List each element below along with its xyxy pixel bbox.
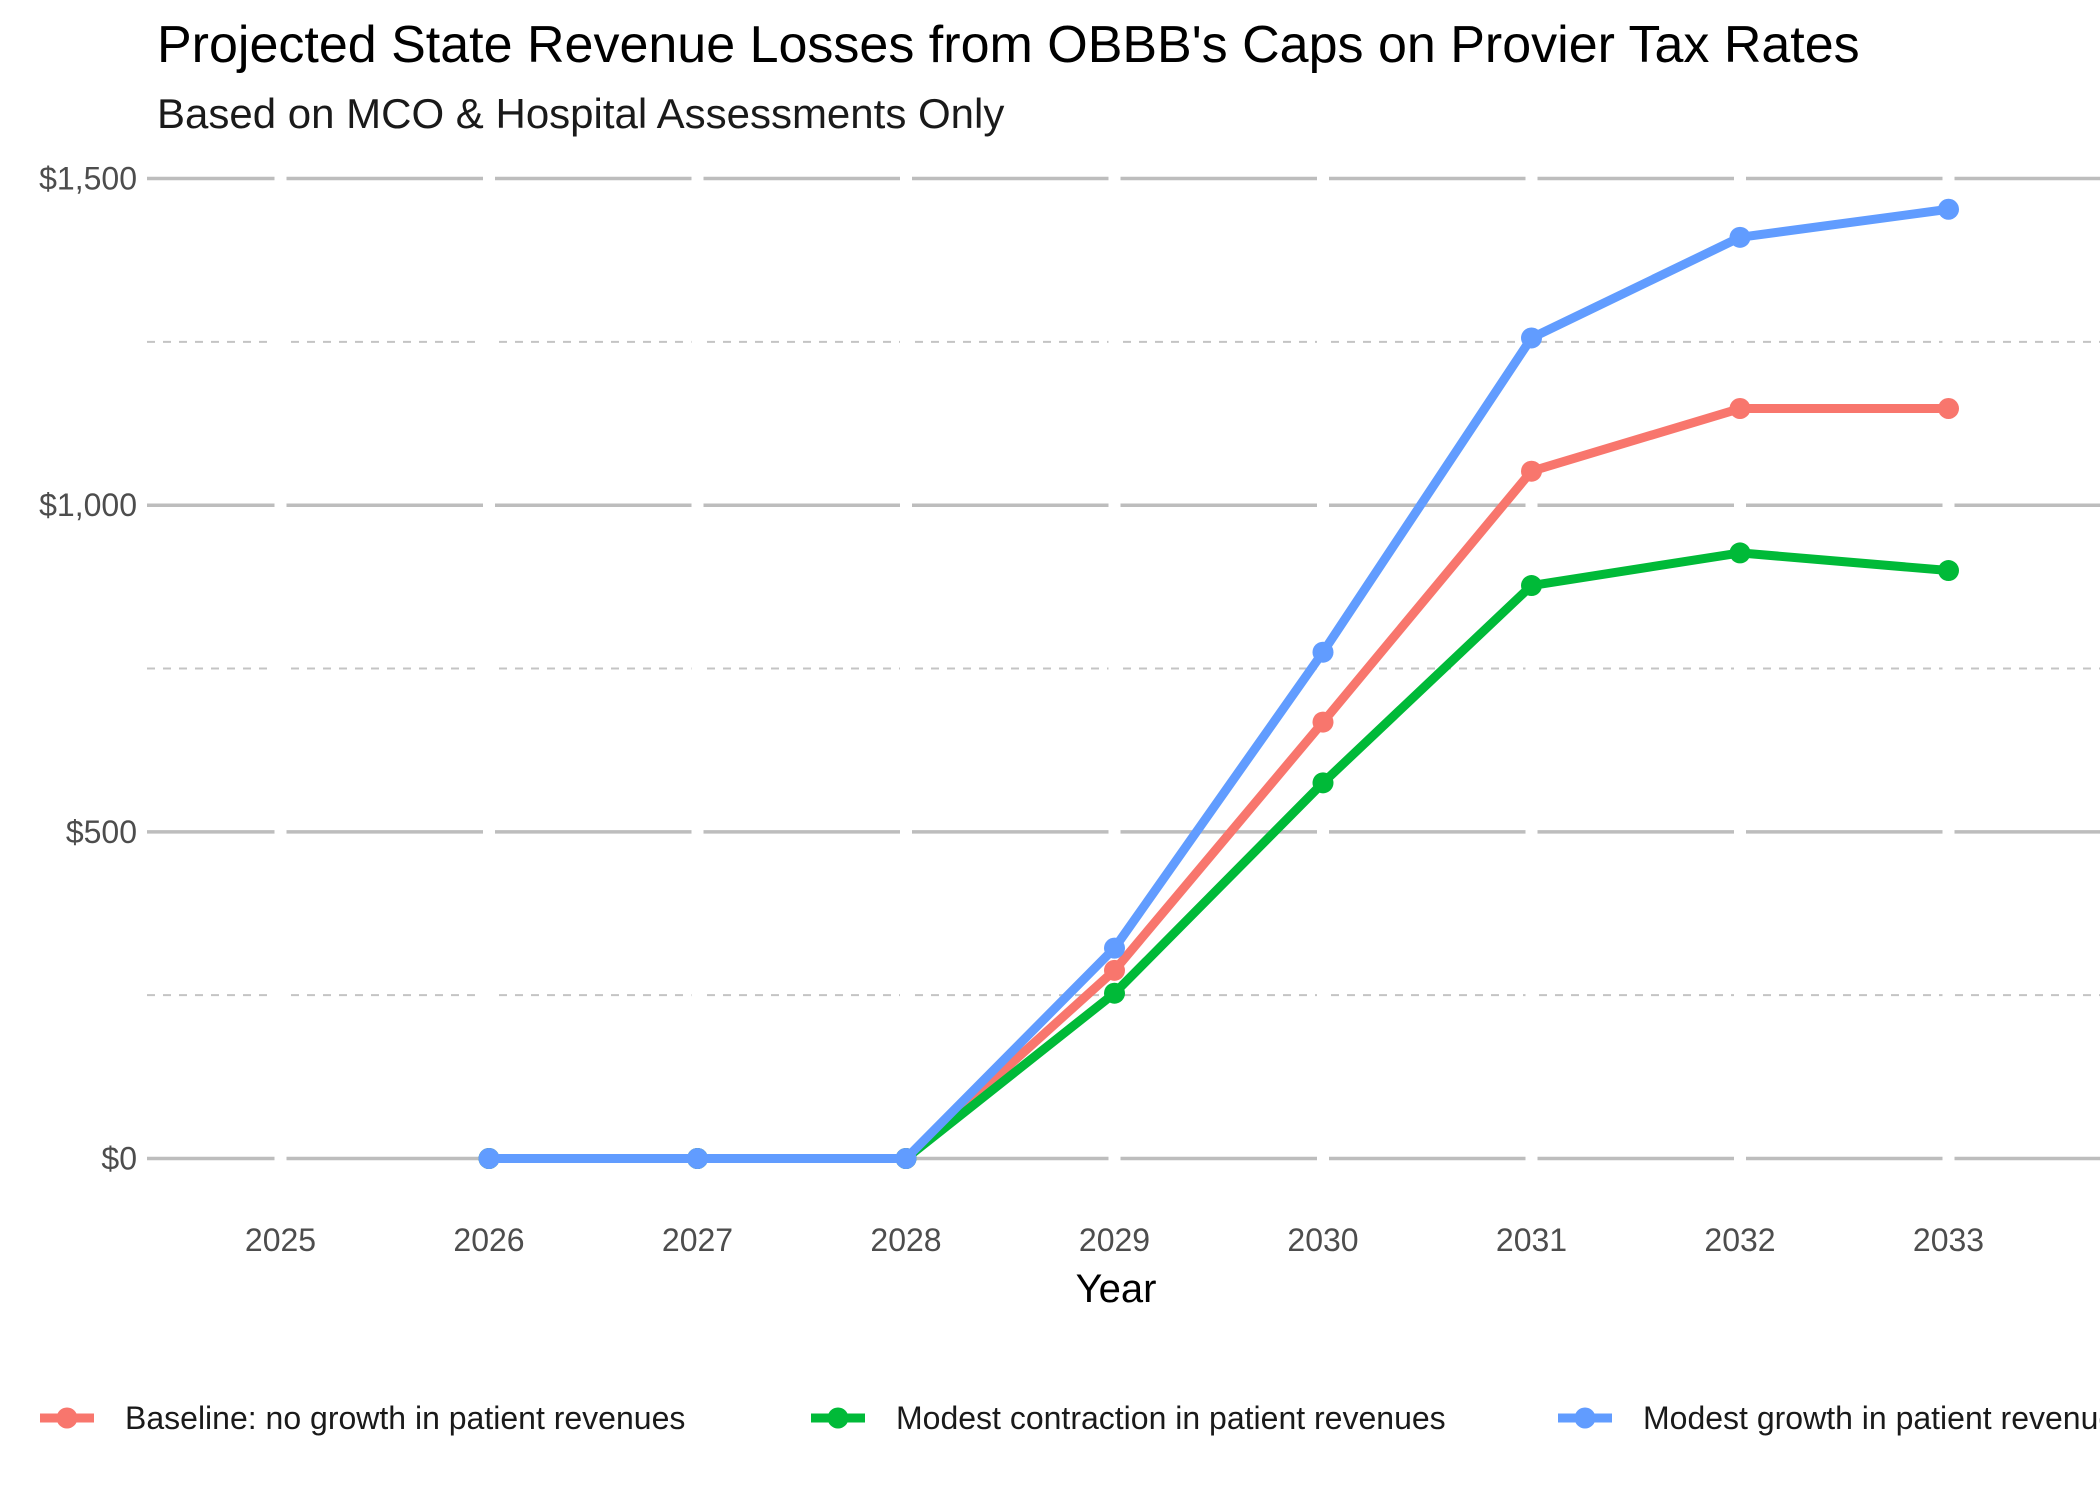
x-tick-label: 2026: [453, 1222, 524, 1258]
legend-item: Modest contraction in patient revenues: [811, 1400, 1446, 1436]
data-point: [1938, 398, 1959, 420]
y-axis-ticks: $0 $500 $1,000 $1,500: [39, 161, 137, 1177]
y-tick-label: $1,000: [39, 487, 137, 523]
data-point: [1938, 560, 1959, 582]
y-tick-label: $500: [66, 814, 137, 850]
x-axis-title: Year: [1076, 1267, 1157, 1311]
series-line: [489, 204, 1950, 1163]
data-point: [1729, 226, 1751, 248]
x-tick-label: 2030: [1287, 1222, 1358, 1258]
data-point: [1521, 575, 1542, 597]
series-lines: [478, 198, 1959, 1169]
x-tick-label: 2025: [245, 1222, 316, 1258]
legend-key-point: [1574, 1407, 1596, 1429]
data-point: [478, 1148, 500, 1169]
data-point: [1729, 542, 1751, 564]
x-axis-ticks: 2025 2026 2027 2028 2029 2030 2031 2032 2033: [245, 1222, 1984, 1258]
chart-subtitle: Based on MCO & Hospital Assessments Only: [157, 90, 1004, 137]
chart-title: Projected State Revenue Losses from OBBB…: [157, 16, 1860, 74]
data-point: [1312, 711, 1334, 733]
y-tick-label: $1,500: [39, 161, 137, 197]
x-tick-label: 2032: [1704, 1222, 1775, 1258]
legend-item: Modest growth in patient revenues: [1558, 1400, 2100, 1436]
data-point: [1521, 327, 1542, 349]
series-line: [489, 404, 1949, 1163]
data-point: [1104, 959, 1125, 981]
x-tick-label: 2033: [1913, 1222, 1984, 1258]
y-tick-label: $0: [101, 1141, 137, 1177]
gridlines: [147, 172, 2100, 1198]
legend-label: Modest growth in patient revenues: [1643, 1400, 2100, 1436]
x-tick-label: 2031: [1496, 1222, 1567, 1258]
data-point: [1104, 937, 1125, 959]
legend-label: Modest contraction in patient revenues: [896, 1400, 1446, 1436]
x-tick-label: 2028: [870, 1222, 941, 1258]
x-tick-label: 2027: [662, 1222, 733, 1258]
data-point: [1312, 641, 1334, 663]
data-point: [895, 1148, 917, 1169]
data-point: [1521, 460, 1542, 482]
data-point: [1312, 772, 1334, 794]
legend-key-point: [827, 1407, 849, 1429]
series-line: [489, 548, 1949, 1163]
data-point: [1104, 982, 1125, 1004]
legend-key-point: [56, 1407, 78, 1429]
data-point: [1729, 398, 1751, 420]
legend: Baseline: no growth in patient revenues M…: [40, 1400, 2100, 1436]
data-point: [687, 1148, 708, 1169]
series-group: [478, 198, 1959, 1169]
data-point: [1938, 198, 1959, 220]
legend-item: Baseline: no growth in patient revenues: [40, 1400, 685, 1436]
x-tick-label: 2029: [1079, 1222, 1150, 1258]
legend-label: Baseline: no growth in patient revenues: [125, 1400, 685, 1436]
